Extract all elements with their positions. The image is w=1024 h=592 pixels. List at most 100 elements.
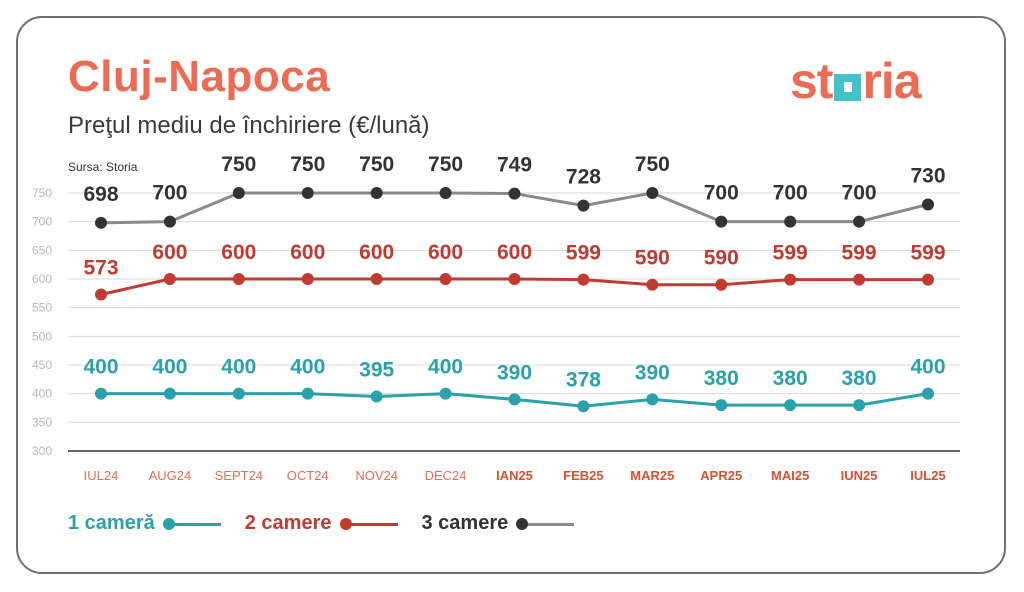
data-point (232, 387, 245, 400)
data-label: 400 (428, 356, 463, 379)
data-point (95, 387, 107, 400)
data-label: 400 (290, 356, 325, 379)
legend-dot (339, 517, 352, 530)
data-label: 400 (221, 356, 256, 379)
data-label: 390 (635, 361, 670, 384)
data-label: 700 (704, 182, 739, 205)
x-tick-label: OCT24 (287, 468, 329, 483)
data-label: 400 (152, 356, 187, 379)
chart-subtitle: Preţul mediu de închiriere (€/lună) (68, 112, 430, 139)
y-tick-label: 500 (32, 329, 52, 343)
data-label: 380 (842, 367, 877, 390)
data-label: 599 (773, 242, 808, 265)
data-point (715, 278, 728, 291)
data-label: 730 (910, 164, 945, 187)
legend-dot (162, 517, 175, 530)
data-point (301, 387, 314, 400)
x-tick-label: IUL25 (910, 468, 945, 483)
x-tick-label: MAR25 (630, 468, 674, 483)
data-point (577, 273, 590, 286)
series-two_rooms: 573 600 600 600 600 600 600 599 590 590 599 599 599 (83, 241, 946, 301)
data-label: 700 (842, 182, 877, 205)
y-tick-label: 350 (32, 415, 52, 429)
data-label: 400 (83, 356, 118, 379)
x-tick-label: MAI25 (771, 468, 809, 483)
logo-text-prefix: st (790, 53, 833, 109)
data-label: 600 (290, 241, 325, 264)
data-label: 600 (221, 241, 256, 264)
data-label: 600 (359, 241, 394, 264)
legend-swatch (339, 517, 398, 531)
data-label: 600 (428, 241, 463, 264)
data-label: 599 (566, 242, 601, 265)
data-label: 750 (635, 153, 670, 176)
data-label: 700 (152, 182, 187, 205)
data-label: 728 (566, 166, 601, 189)
y-tick-label: 600 (32, 272, 52, 286)
x-tick-label: IUL24 (84, 468, 119, 483)
data-label: 400 (910, 356, 945, 379)
series-three_rooms: 698 700 750 750 750 750 749 728 750 700 700 700 730 (83, 153, 946, 229)
legend-label: 1 cameră (68, 512, 155, 534)
data-label: 380 (704, 367, 739, 390)
y-tick-label: 550 (32, 301, 52, 315)
data-label: 700 (773, 182, 808, 205)
y-tick-label: 650 (32, 243, 52, 257)
data-point (784, 399, 797, 412)
legend-swatch (162, 517, 221, 531)
data-label: 749 (497, 154, 532, 177)
data-label: 590 (635, 247, 670, 270)
data-point (922, 387, 934, 400)
data-point (853, 273, 866, 286)
data-label: 380 (773, 367, 808, 390)
y-tick-label: 300 (32, 444, 52, 458)
data-point (95, 288, 107, 301)
data-point (301, 187, 314, 199)
data-label: 600 (497, 241, 532, 264)
data-point (163, 387, 176, 400)
data-point (370, 187, 383, 199)
data-point (439, 273, 452, 285)
data-point (715, 215, 728, 228)
data-point (163, 215, 176, 228)
data-point (577, 199, 590, 212)
data-point (784, 215, 797, 228)
x-tick-label: SEPT24 (215, 468, 263, 483)
data-point (439, 387, 452, 400)
data-point (370, 390, 383, 403)
data-label: 590 (704, 247, 739, 270)
x-tick-label: NOV24 (355, 468, 398, 483)
source-note: Sursa: Storia (68, 160, 138, 174)
x-tick-label: AUG24 (149, 468, 192, 483)
legend-label: 3 camere (421, 512, 509, 534)
legend-line (522, 522, 575, 526)
x-tick-label: IUN25 (841, 468, 878, 483)
data-label: 600 (152, 241, 187, 264)
data-point (301, 273, 314, 285)
data-point (577, 400, 590, 413)
data-point (646, 393, 659, 406)
data-label: 599 (910, 242, 945, 265)
chart-legend: 1 cameră 2 camere 3 camere (68, 512, 598, 535)
data-point (232, 187, 245, 199)
chart-card (16, 16, 1006, 574)
data-point (922, 198, 934, 211)
data-point (853, 215, 866, 228)
x-tick-label: FEB25 (563, 468, 603, 483)
logo-o-mark (834, 74, 862, 101)
data-point (922, 273, 934, 286)
x-tick-label: DEC24 (425, 468, 467, 483)
legend-item: 2 camere (245, 512, 398, 535)
data-point (853, 399, 866, 412)
data-point (439, 187, 452, 199)
y-tick-label: 750 (32, 186, 52, 200)
series-one_room: 400 400 400 400 395 400 390 378 390 380 380 380 400 (83, 356, 946, 413)
data-point (784, 273, 797, 286)
y-tick-label: 400 (32, 387, 52, 401)
logo-text-suffix: ria (862, 53, 921, 109)
data-label: 750 (290, 153, 325, 176)
data-label: 599 (842, 242, 877, 265)
data-label: 750 (221, 153, 256, 176)
legend-swatch (516, 517, 575, 531)
